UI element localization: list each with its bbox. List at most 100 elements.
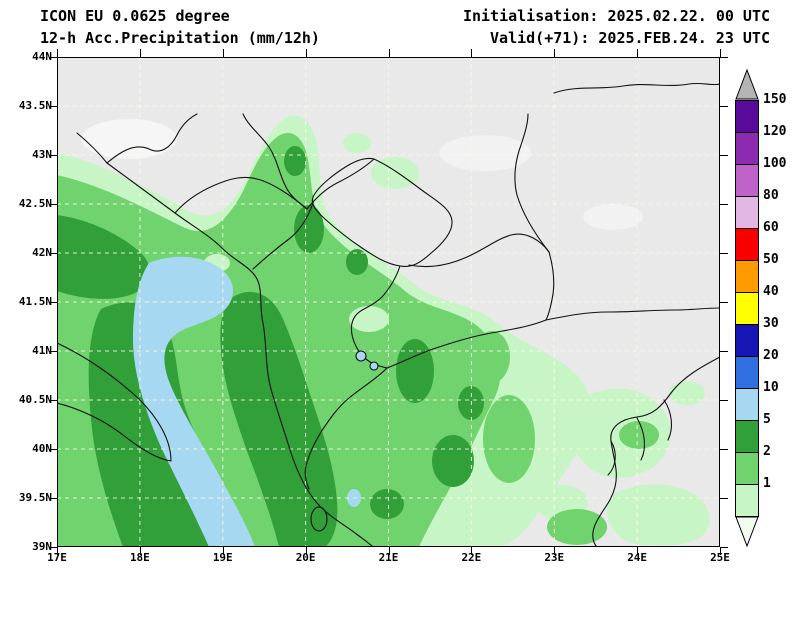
init-time: Initialisation: 2025.02.22. 00 UTC [462,7,770,25]
lat-label: 40.5N [18,393,52,406]
lon-label: 17E [47,551,67,564]
legend-band [735,196,759,229]
lat-label: 42.5N [18,197,52,210]
legend-label: 60 [763,220,779,235]
legend-band [735,292,759,325]
lon-label: 25E [710,551,730,564]
legend-band [735,356,759,389]
legend-label: 50 [763,252,779,267]
axis-tick [57,547,58,555]
legend-band [735,132,759,165]
axis-tick [720,449,728,450]
legend-band [735,164,759,197]
axis-tick [49,449,57,450]
axis-tick [554,49,556,57]
legend-arrow-down [735,516,759,547]
axis-tick [720,155,728,156]
axis-tick [49,400,57,401]
lon-label: 18E [129,551,150,564]
axis-tick [720,498,728,499]
grid-lines [57,57,720,547]
lat-label: 42N [32,246,52,259]
map-plot [57,57,720,547]
axis-tick [139,49,141,57]
lon-label: 20E [295,551,316,564]
legend-arrow-up-shape [735,69,759,100]
axis-tick [388,547,390,555]
axis-tick [471,547,473,555]
legend-label: 30 [763,316,779,331]
legend-band [735,388,759,421]
lat-label: 39.5N [18,491,52,504]
axis-tick [49,57,57,58]
map-frame [57,57,720,547]
axis-tick [49,547,57,548]
axis-tick [57,49,58,57]
lon-label: 22E [461,551,482,564]
axis-tick [720,204,728,205]
axis-tick [720,253,728,254]
model-title: ICON EU 0.0625 degree [40,7,230,25]
axis-tick [49,302,57,303]
axis-tick [49,155,57,156]
lon-label: 24E [627,551,648,564]
lat-label: 44N [32,50,52,63]
lat-label: 39N [32,540,52,553]
axis-tick [720,547,728,548]
legend-band [735,324,759,357]
legend-label: 20 [763,348,779,363]
legend-band [735,100,759,133]
legend-label: 100 [763,156,787,171]
legend-band [735,484,759,517]
axis-tick [49,106,57,107]
lat-label: 43N [32,148,52,161]
axis-tick [720,351,728,352]
axis-tick [720,547,721,555]
lat-label: 43.5N [18,99,52,112]
axis-tick [139,547,141,555]
product-title: 12-h Acc.Precipitation (mm/12h) [40,29,320,47]
legend-band [735,228,759,261]
lon-label: 19E [212,551,233,564]
axis-tick [720,302,728,303]
lat-label: 40N [32,442,52,455]
legend-label: 10 [763,380,779,395]
legend-label: 40 [763,284,779,299]
lon-label: 23E [544,551,565,564]
axis-tick [222,547,224,555]
axis-tick [49,498,57,499]
axis-tick [388,49,390,57]
axis-tick [720,106,728,107]
axis-tick [637,49,639,57]
legend-arrow-down-shape [735,516,759,547]
axis-tick [637,547,639,555]
lat-label: 41.5N [18,295,52,308]
lat-label: 41N [32,344,52,357]
legend-arrow-up [735,69,759,100]
axis-tick [222,49,224,57]
axis-tick [49,253,57,254]
axis-tick [305,49,307,57]
axis-tick [720,49,721,57]
axis-tick [49,204,57,205]
legend-label: 2 [763,444,771,459]
axis-tick [554,547,556,555]
lon-label: 21E [378,551,399,564]
legend-label: 80 [763,188,779,203]
valid-time: Valid(+71): 2025.FEB.24. 23 UTC [490,29,770,47]
axis-tick [720,57,728,58]
legend-label: 150 [763,92,787,107]
legend-band [735,452,759,485]
legend-label: 1 [763,476,771,491]
legend-label: 120 [763,124,787,139]
legend-label: 5 [763,412,771,427]
precip-map-svg [57,57,720,547]
axis-tick [305,547,307,555]
legend-band [735,260,759,293]
axis-tick [471,49,473,57]
legend-band [735,420,759,453]
country-borders [57,82,720,547]
axis-tick [49,351,57,352]
legend-bands [735,100,759,517]
axis-tick [720,400,728,401]
